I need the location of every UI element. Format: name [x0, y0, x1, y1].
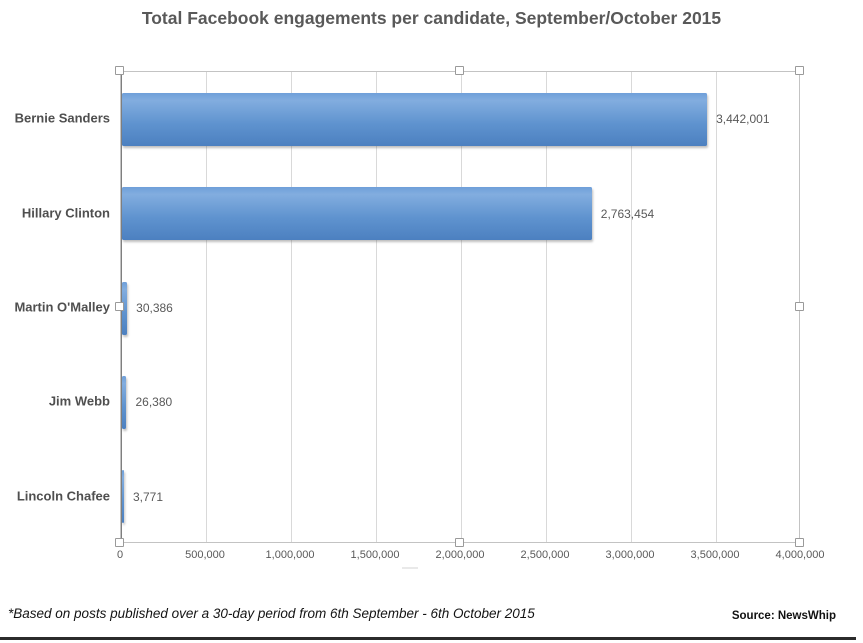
- category-label: Hillary Clinton: [21, 205, 110, 221]
- smudge-artifact: [402, 567, 418, 569]
- x-axis-tick-label: 3,500,000: [690, 549, 740, 561]
- data-label: 2,763,454: [600, 206, 655, 221]
- gridline: [546, 72, 547, 542]
- category-label: Lincoln Chafee: [16, 488, 110, 504]
- x-axis-tick-label: 500,000: [185, 549, 225, 561]
- gridline: [291, 72, 292, 542]
- selection-handle[interactable]: [795, 302, 804, 311]
- selection-handle[interactable]: [115, 302, 124, 311]
- bar-hillary-clinton[interactable]: [122, 187, 592, 241]
- chart-title-text: Total Facebook engagements per candidate…: [141, 8, 722, 28]
- selection-handle[interactable]: [115, 66, 124, 75]
- bar-lincoln-chafee[interactable]: [122, 470, 124, 524]
- category-label: Jim Webb: [48, 393, 110, 409]
- footnote-text: *Based on posts published over a 30-day …: [8, 606, 535, 621]
- source-credit: Source: NewsWhip: [731, 610, 836, 622]
- x-axis-tick-label: 0: [116, 549, 124, 561]
- x-axis-tick-label: 4,000,000: [775, 549, 825, 561]
- data-label: 3,771: [133, 489, 164, 504]
- bar-jim-webb[interactable]: [122, 375, 127, 429]
- gridline: [376, 72, 377, 542]
- bottom-divider-bar: [0, 637, 856, 640]
- chart-title[interactable]: Total Facebook engagements per candidate…: [0, 5, 863, 32]
- category-label: Bernie Sanders: [14, 110, 110, 126]
- x-axis-tick-label: 2,000,000: [435, 549, 485, 561]
- gridline: [206, 72, 207, 542]
- category-axis-labels: Bernie Sanders Hillary Clinton Martin O'Ma…: [0, 71, 110, 543]
- data-label: 3,442,001: [716, 112, 770, 127]
- gridline: [631, 72, 632, 542]
- gridline: [716, 72, 717, 542]
- x-axis-tick-label: 1,500,000: [350, 549, 400, 561]
- gridline: [461, 72, 462, 542]
- x-axis-tick-label: 1,000,000: [265, 549, 315, 561]
- value-axis-labels: 0 500,000 1,000,000 1,500,000 2,000,000 2,500…: [0, 549, 863, 565]
- category-label: Martin O'Malley: [14, 299, 110, 315]
- plot-area[interactable]: 3,442,001 2,763,454 30,386 26,380 3,771: [120, 71, 800, 543]
- selection-handle[interactable]: [455, 538, 464, 547]
- selection-handle[interactable]: [455, 66, 464, 75]
- x-axis-tick-label: 3,000,000: [605, 549, 655, 561]
- selection-handle[interactable]: [115, 538, 124, 547]
- bar-bernie-sanders[interactable]: [122, 92, 708, 146]
- x-axis-tick-label: 2,500,000: [520, 549, 570, 561]
- bar-martin-o-malley[interactable]: [122, 281, 128, 335]
- selection-handle[interactable]: [795, 538, 804, 547]
- selection-handle[interactable]: [795, 66, 804, 75]
- data-label: 26,380: [135, 395, 173, 410]
- data-label: 30,386: [136, 301, 173, 315]
